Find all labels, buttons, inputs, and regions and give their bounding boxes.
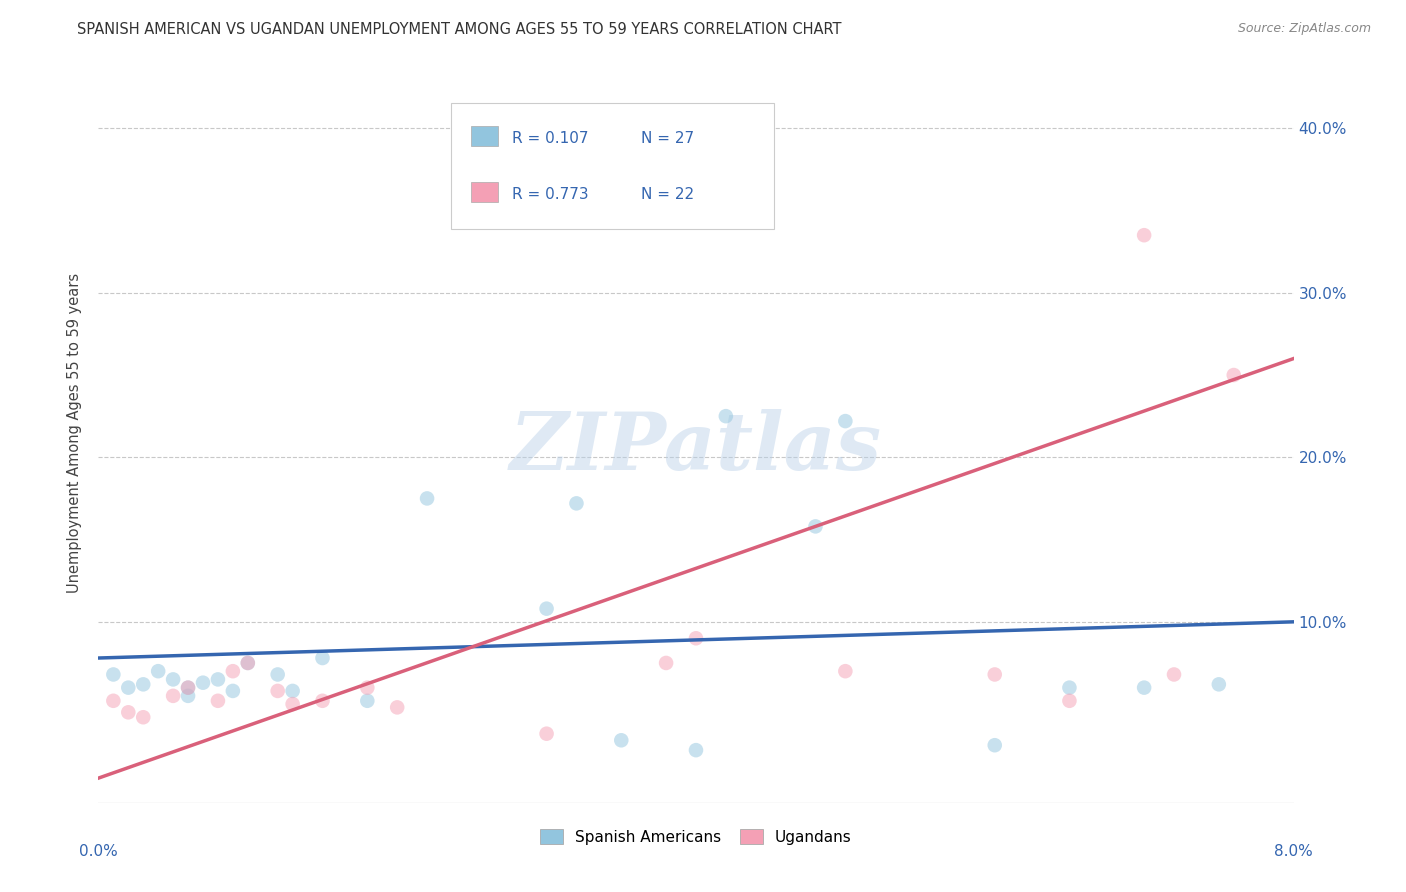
Point bbox=[177, 689, 200, 703]
Text: 0.0%: 0.0% bbox=[79, 844, 118, 858]
Point bbox=[356, 681, 378, 695]
Point bbox=[834, 414, 856, 428]
Point bbox=[311, 694, 333, 708]
Text: Source: ZipAtlas.com: Source: ZipAtlas.com bbox=[1237, 22, 1371, 36]
Point bbox=[1208, 677, 1230, 691]
FancyBboxPatch shape bbox=[471, 127, 498, 146]
Point bbox=[1163, 667, 1185, 681]
Point bbox=[132, 710, 155, 724]
Point bbox=[117, 681, 139, 695]
Point bbox=[1059, 694, 1081, 708]
Point bbox=[311, 651, 333, 665]
Point bbox=[267, 667, 290, 681]
Y-axis label: Unemployment Among Ages 55 to 59 years: Unemployment Among Ages 55 to 59 years bbox=[67, 273, 83, 592]
Point bbox=[207, 673, 229, 687]
Point bbox=[1223, 368, 1246, 382]
Point bbox=[685, 632, 707, 646]
Text: ZIPatlas: ZIPatlas bbox=[510, 409, 882, 486]
Point bbox=[416, 491, 439, 506]
Point bbox=[132, 677, 155, 691]
Point bbox=[281, 697, 304, 711]
FancyBboxPatch shape bbox=[451, 103, 773, 229]
Point bbox=[1133, 228, 1156, 243]
Point bbox=[177, 681, 200, 695]
Point bbox=[804, 519, 827, 533]
Text: R = 0.773: R = 0.773 bbox=[512, 186, 589, 202]
Point bbox=[685, 743, 707, 757]
Point bbox=[610, 733, 633, 747]
Point bbox=[103, 667, 125, 681]
Point bbox=[103, 694, 125, 708]
Text: SPANISH AMERICAN VS UGANDAN UNEMPLOYMENT AMONG AGES 55 TO 59 YEARS CORRELATION C: SPANISH AMERICAN VS UGANDAN UNEMPLOYMENT… bbox=[77, 22, 842, 37]
Point bbox=[1133, 681, 1156, 695]
Point bbox=[834, 664, 856, 678]
Point bbox=[984, 738, 1007, 752]
Point bbox=[117, 706, 139, 720]
Point bbox=[714, 409, 737, 424]
Point bbox=[236, 656, 259, 670]
Text: R = 0.107: R = 0.107 bbox=[512, 131, 589, 146]
Point bbox=[536, 601, 558, 615]
Point bbox=[565, 496, 588, 510]
Point bbox=[236, 656, 259, 670]
Point bbox=[222, 684, 245, 698]
Point bbox=[1059, 681, 1081, 695]
Point bbox=[207, 694, 229, 708]
Point bbox=[655, 656, 678, 670]
Point bbox=[281, 684, 304, 698]
Point bbox=[536, 727, 558, 741]
Point bbox=[177, 681, 200, 695]
Point bbox=[191, 675, 214, 690]
Point bbox=[356, 694, 378, 708]
Point bbox=[222, 664, 245, 678]
Point bbox=[385, 700, 409, 714]
Text: N = 27: N = 27 bbox=[641, 131, 695, 146]
Point bbox=[984, 667, 1007, 681]
Text: N = 22: N = 22 bbox=[641, 186, 695, 202]
FancyBboxPatch shape bbox=[471, 182, 498, 202]
Point bbox=[148, 664, 170, 678]
Point bbox=[162, 689, 184, 703]
Point bbox=[162, 673, 184, 687]
Point bbox=[267, 684, 290, 698]
Text: 8.0%: 8.0% bbox=[1274, 844, 1313, 858]
Legend: Spanish Americans, Ugandans: Spanish Americans, Ugandans bbox=[534, 823, 858, 851]
